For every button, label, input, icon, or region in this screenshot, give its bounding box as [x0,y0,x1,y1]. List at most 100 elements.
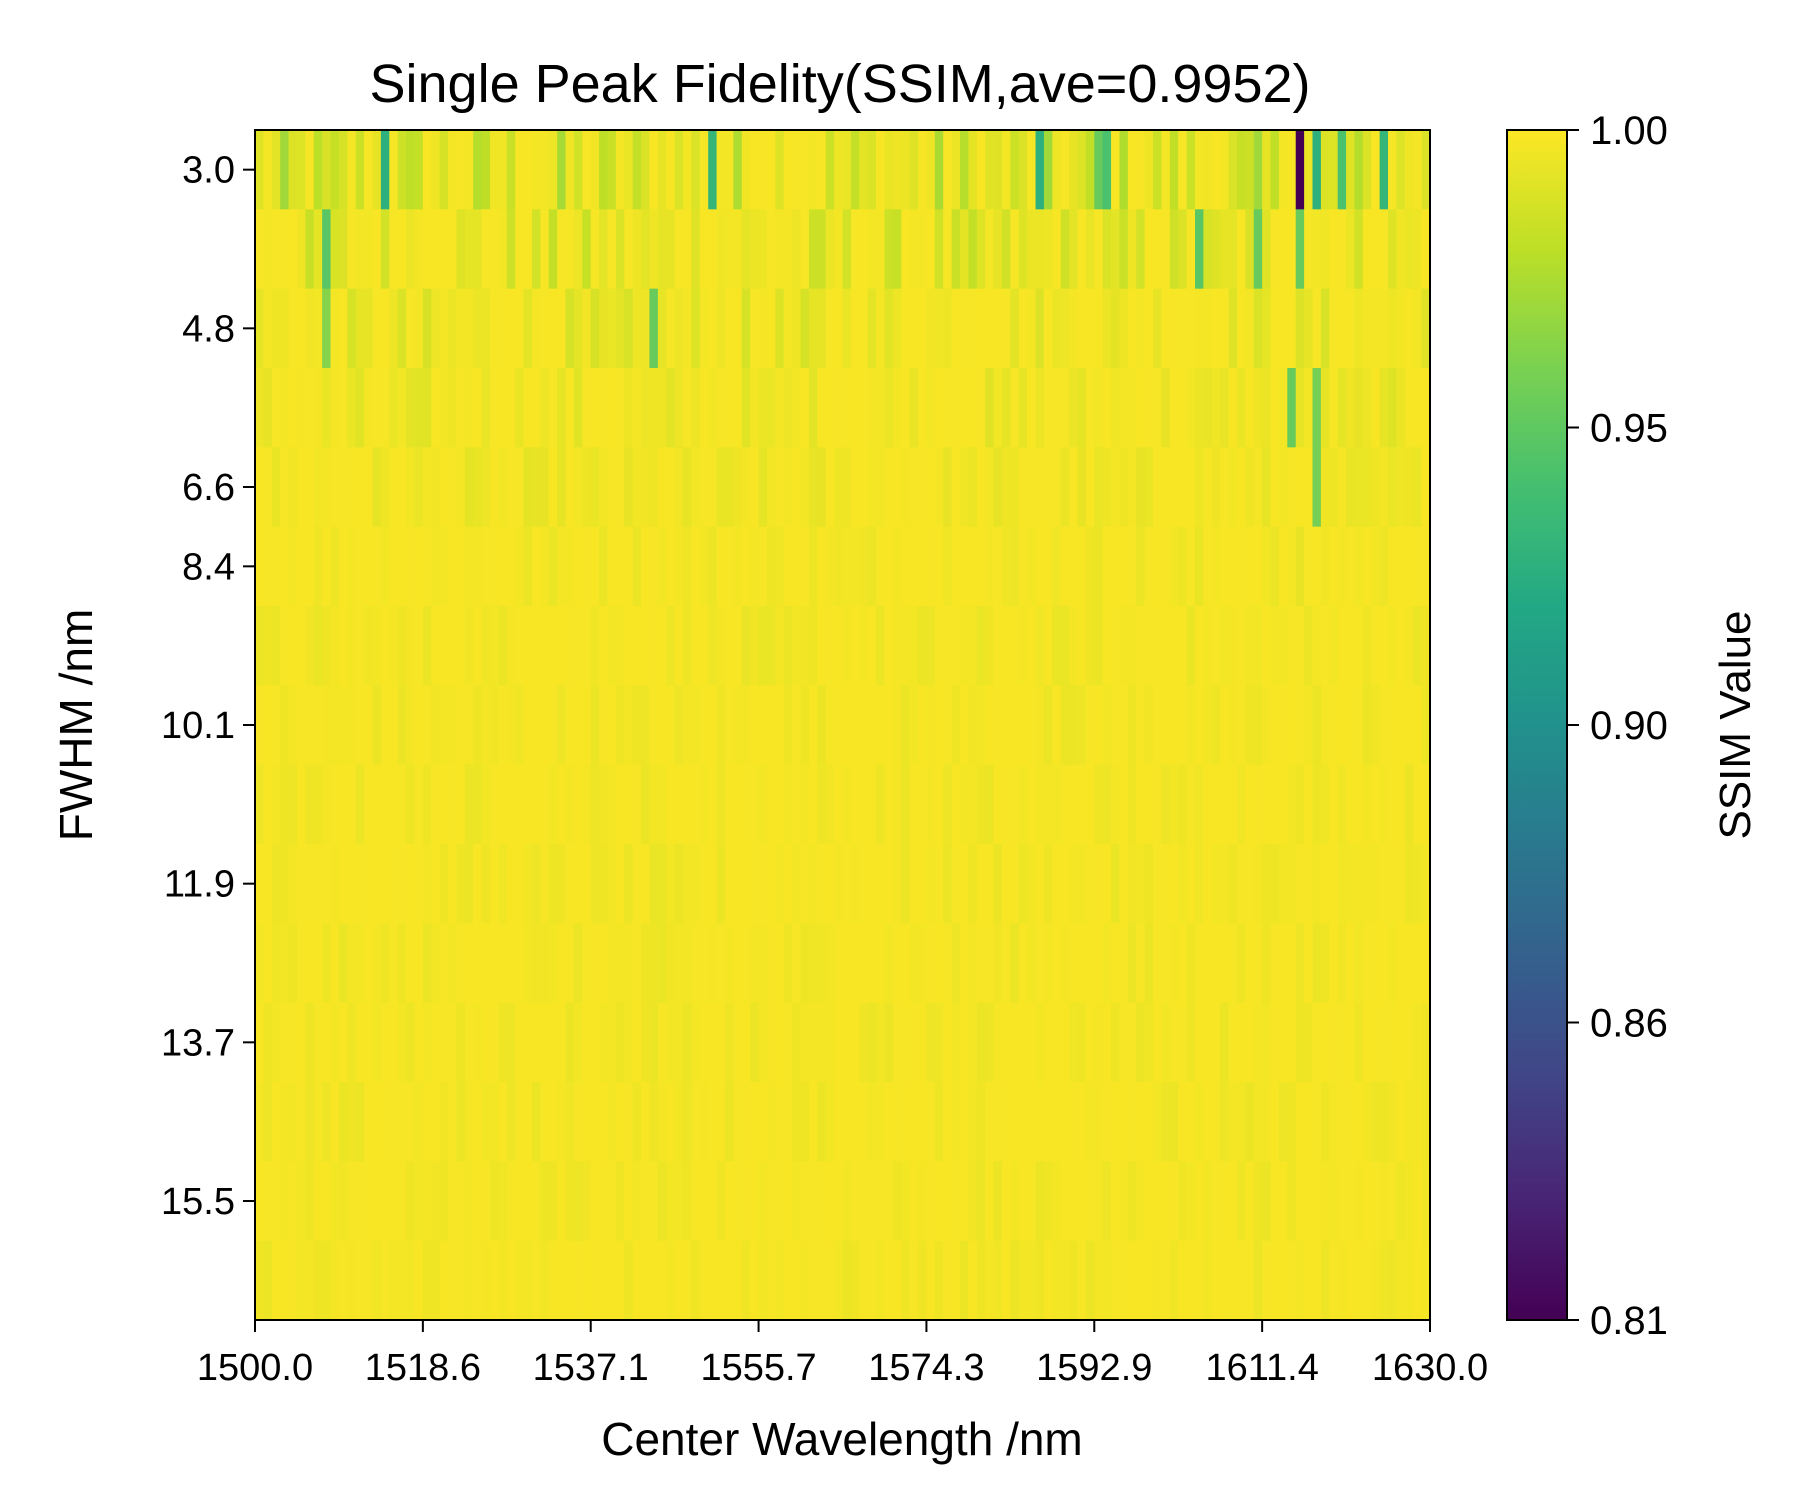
heatmap-cell [792,447,802,528]
heatmap-cell [464,1082,474,1162]
heatmap-cell [1379,923,1389,1004]
heatmap-cell [657,1240,667,1321]
heatmap-cell [1052,606,1062,686]
heatmap-cell [666,1161,676,1242]
heatmap-cell [666,288,676,369]
heatmap-cell [1010,209,1020,290]
heatmap-cell [1144,1161,1154,1242]
heatmap-cell [1144,764,1154,845]
heatmap-cell [1085,606,1095,686]
heatmap-cell [1320,844,1330,924]
heatmap-cell [1371,368,1381,448]
heatmap-cell [1119,288,1129,369]
heatmap-cell [456,764,466,845]
heatmap-cell [649,764,659,845]
heatmap-cell [490,764,499,845]
heatmap-cell [1396,130,1406,210]
heatmap-cell [573,130,583,210]
heatmap-cell [1270,606,1280,686]
heatmap-cell [657,526,667,607]
heatmap-cell [993,923,1003,1004]
heatmap-cell [1094,764,1104,845]
heatmap-cell [1195,130,1204,210]
heatmap-cell [305,130,315,210]
heatmap-cell [1329,844,1339,924]
heatmap-cell [951,130,961,210]
heatmap-cell [1085,685,1095,766]
heatmap-cell [1001,1002,1011,1083]
heatmap-cell [288,685,298,766]
heatmap-cell [657,130,667,210]
heatmap-cell [573,923,583,1004]
heatmap-cell [666,526,676,607]
heatmap-cell [1404,606,1414,686]
heatmap-cell [993,1161,1003,1242]
heatmap-cell [741,1082,751,1162]
heatmap-cell [490,130,499,210]
heatmap-cell [1069,1240,1079,1321]
heatmap-cell [615,209,625,290]
heatmap-cell [683,447,693,528]
heatmap-cell [850,764,860,845]
heatmap-cell [775,606,785,686]
heatmap-cell [817,1161,827,1242]
heatmap-cell [783,844,793,924]
heatmap-cell [372,764,382,845]
heatmap-cell [985,447,995,528]
heatmap-cell [918,130,928,210]
heatmap-cell [1010,368,1020,448]
heatmap-cell [1178,923,1188,1004]
heatmap-cell [1220,764,1230,845]
heatmap-cell [850,288,860,369]
heatmap-cell [934,130,944,210]
heatmap-cell [464,130,474,210]
heatmap-cell [918,923,928,1004]
heatmap-cell [1228,685,1238,766]
heatmap-cell [372,447,382,528]
heatmap-cell [1127,1161,1137,1242]
heatmap-cell [1161,844,1171,924]
heatmap-cell [1312,844,1322,924]
heatmap-cell [1404,844,1414,924]
heatmap-cell [263,526,273,607]
heatmap-cell [641,606,651,686]
heatmap-cell [1161,447,1171,528]
heatmap-cell [389,288,399,369]
heatmap-cell [657,368,667,448]
heatmap-cell [1186,685,1196,766]
heatmap-cell [1354,685,1364,766]
heatmap-cell [364,764,374,845]
heatmap-cell [389,526,399,607]
heatmap-cell [439,130,449,210]
heatmap-cell [431,526,441,607]
heatmap-cell [708,606,718,686]
heatmap-cell [338,368,348,448]
heatmap-cell [1228,368,1238,448]
heatmap-cell [1287,209,1297,290]
heatmap-cell [313,526,323,607]
heatmap-cell [548,764,558,845]
heatmap-cell [800,606,810,686]
heatmap-cell [1144,526,1154,607]
heatmap-cell [557,764,567,845]
heatmap-cell [271,1161,281,1242]
heatmap-cell [708,1240,718,1321]
colorbar-tick-label: 0.81 [1590,1299,1668,1343]
heatmap-cell [1388,1161,1398,1242]
heatmap-cell [380,685,390,766]
heatmap-cell [641,288,651,369]
heatmap-cell [599,1161,609,1242]
heatmap-cell [590,606,600,686]
heatmap-cell [1060,447,1070,528]
heatmap-cell [540,1002,550,1083]
heatmap-cell [867,526,877,607]
heatmap-cell [800,1161,810,1242]
heatmap-cell [322,606,332,686]
heatmap-cell [1077,209,1087,290]
heatmap-cell [615,1082,625,1162]
heatmap-cell [1304,526,1314,607]
heatmap-cell [817,1082,827,1162]
heatmap-cell [1421,209,1431,290]
heatmap-cell [296,685,306,766]
heatmap-cell [557,288,567,369]
